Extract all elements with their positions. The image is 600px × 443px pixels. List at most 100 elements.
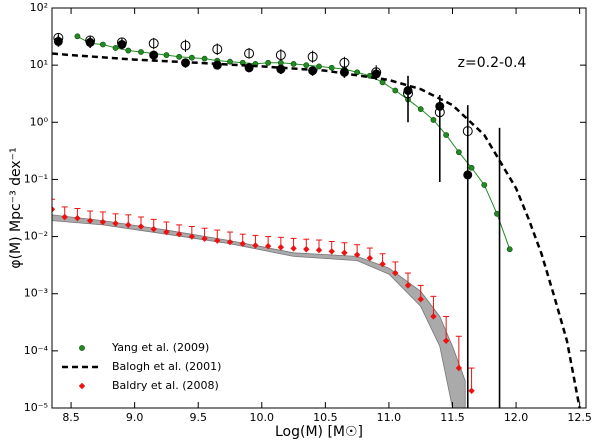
point xyxy=(181,58,190,68)
point xyxy=(339,67,349,77)
point xyxy=(303,246,310,253)
annotation: z=0.2-0.4 xyxy=(458,55,527,71)
point xyxy=(506,246,513,253)
x-tick-label: 9.5 xyxy=(189,411,207,424)
point xyxy=(404,282,412,289)
point xyxy=(430,117,437,123)
point xyxy=(392,269,399,277)
point xyxy=(316,63,322,70)
x-tick-label: 8.5 xyxy=(62,411,80,424)
point xyxy=(341,249,348,256)
point xyxy=(417,106,424,113)
point xyxy=(85,35,96,46)
point xyxy=(116,37,127,48)
legend-label: Yang et al. (2009) xyxy=(111,341,209,354)
point xyxy=(74,214,81,222)
point xyxy=(265,59,272,66)
y-axis-label: φ(M) Mpc⁻³ dex⁻¹ xyxy=(8,147,24,268)
point xyxy=(163,228,170,236)
point xyxy=(455,149,462,156)
point xyxy=(188,54,195,61)
y-tick-label: 10¹ xyxy=(30,58,48,71)
point xyxy=(275,50,286,61)
x-tick-label: 9.0 xyxy=(126,411,144,424)
point xyxy=(290,61,297,67)
x-tick-label: 11.0 xyxy=(377,411,402,424)
point xyxy=(212,44,223,55)
point xyxy=(468,387,475,394)
legend-marker xyxy=(78,382,86,390)
point xyxy=(188,233,196,240)
point xyxy=(176,53,183,60)
legend-marker xyxy=(79,345,85,351)
point xyxy=(86,217,94,224)
point xyxy=(112,45,119,51)
point xyxy=(99,218,107,226)
point xyxy=(149,50,159,60)
point xyxy=(366,254,374,262)
point xyxy=(468,164,475,171)
point xyxy=(328,248,335,255)
point xyxy=(201,55,208,62)
y-tick-label: 10⁻³ xyxy=(24,287,48,300)
point xyxy=(462,126,473,137)
x-axis-label: Log(M) [M☉] xyxy=(275,424,363,440)
point xyxy=(307,51,318,62)
point xyxy=(201,235,208,242)
point xyxy=(239,240,246,247)
point xyxy=(74,33,81,40)
x-tick-label: 12.0 xyxy=(504,411,529,424)
point xyxy=(434,107,445,118)
x-tick-label: 12.5 xyxy=(567,411,592,424)
y-tick-label: 10⁰ xyxy=(30,115,49,128)
point xyxy=(481,182,488,188)
point xyxy=(379,260,386,268)
point xyxy=(52,206,56,213)
y-tick-label: 10⁻¹ xyxy=(24,172,48,185)
point xyxy=(138,49,144,55)
y-tick-label: 10⁻⁵ xyxy=(24,401,48,414)
point xyxy=(226,238,234,246)
y-tick-label: 10² xyxy=(30,1,48,14)
point xyxy=(61,213,68,221)
point xyxy=(277,59,284,66)
point xyxy=(214,237,221,244)
x-tick-label: 10.0 xyxy=(250,411,275,424)
point xyxy=(112,220,119,227)
series-line xyxy=(52,52,581,408)
point xyxy=(353,251,361,258)
point xyxy=(148,38,159,49)
point xyxy=(328,64,335,71)
point xyxy=(276,64,286,74)
frame xyxy=(51,7,587,409)
point xyxy=(417,296,424,303)
point xyxy=(392,87,399,94)
point xyxy=(163,52,170,58)
point xyxy=(175,231,183,238)
point xyxy=(99,41,106,48)
point xyxy=(244,48,255,59)
point xyxy=(150,225,157,233)
point xyxy=(455,364,463,372)
point xyxy=(125,221,132,229)
legend-label: Baldry et al. (2008) xyxy=(112,379,219,392)
point xyxy=(371,67,382,78)
point xyxy=(463,170,473,180)
point xyxy=(303,62,310,69)
point xyxy=(315,246,323,254)
point xyxy=(252,242,259,249)
point xyxy=(308,66,318,76)
point xyxy=(244,63,254,73)
point xyxy=(277,244,285,251)
legend-label: Balogh et al. (2001) xyxy=(112,360,221,373)
point xyxy=(442,337,450,344)
point xyxy=(430,313,437,320)
x-tick-label: 10.5 xyxy=(313,411,338,424)
point xyxy=(339,57,350,68)
point xyxy=(125,47,132,54)
point xyxy=(137,223,145,230)
data-layer xyxy=(52,32,581,408)
point xyxy=(227,58,233,65)
